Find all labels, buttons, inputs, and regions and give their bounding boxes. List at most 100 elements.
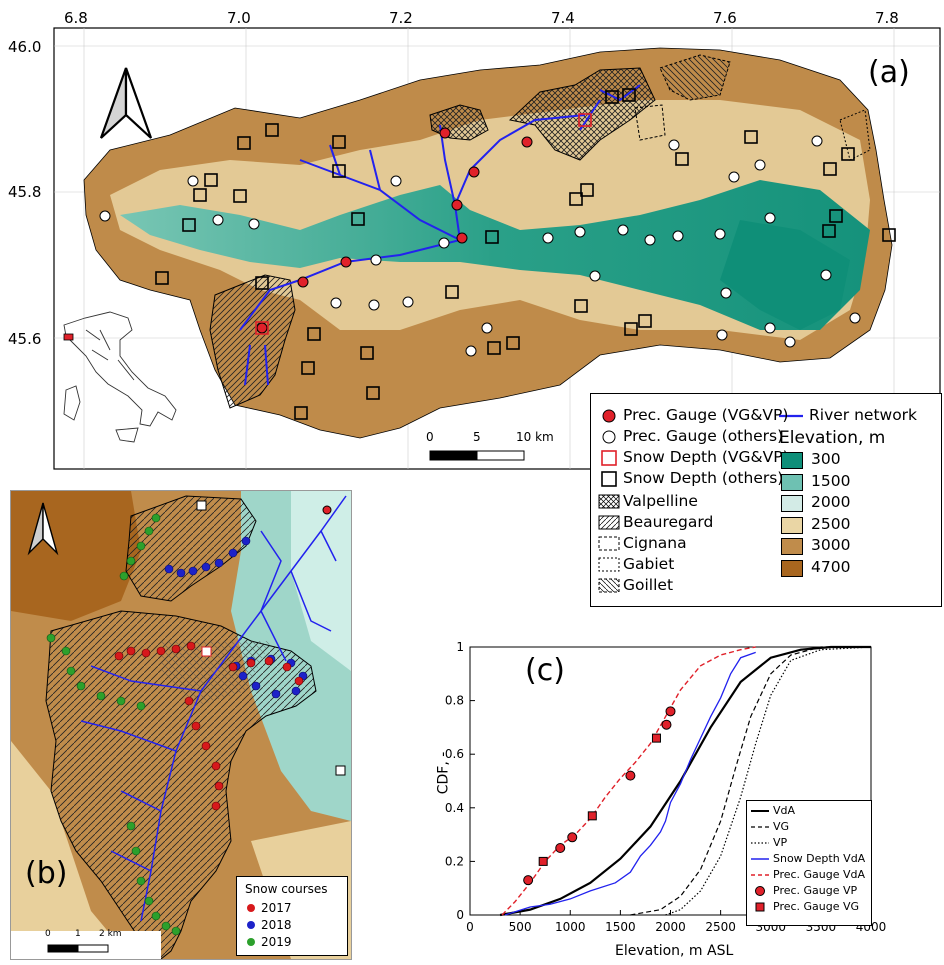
elevation-swatch xyxy=(781,559,803,577)
legend-a-item: Cignana xyxy=(623,534,687,552)
point-prec-gauge-vp xyxy=(665,706,676,717)
snow-courses-title: Snow courses xyxy=(245,882,328,896)
y-tick-label: 0.6 xyxy=(445,747,464,761)
scalebar-b-label-0: 0 xyxy=(45,929,51,939)
legend-river-label: River network xyxy=(809,406,918,424)
panel-a: 6.8 7.0 7.2 7.4 7.6 7.8 46.0 45.8 45.6 xyxy=(0,0,944,475)
legend-a-item: Valpelline xyxy=(623,492,698,510)
cdf-legend-item: Prec. Gauge VdA xyxy=(773,868,866,881)
elevation-swatch xyxy=(781,473,803,491)
scalebar-label-5: 5 xyxy=(473,430,481,444)
elevation-label: 300 xyxy=(811,450,841,468)
cdf-legend-item: Snow Depth VdA xyxy=(773,852,866,865)
snow-depth-vgvp xyxy=(255,113,592,335)
cignana-catchment xyxy=(634,104,666,141)
point-prec-gauge-vg xyxy=(538,856,548,866)
x-tick-label: 1000 xyxy=(555,920,586,934)
lon-tick-label: 7.4 xyxy=(551,9,575,27)
snow-course-dot xyxy=(247,938,255,946)
elevation-label: 3000 xyxy=(811,536,851,554)
scalebar-b xyxy=(47,944,109,953)
series-vg xyxy=(630,646,871,916)
x-axis-label: Elevation, m ASL xyxy=(615,943,734,959)
lat-tick-label: 46.0 xyxy=(8,38,42,56)
gabiet-catchment xyxy=(839,109,871,161)
scalebar-b-label-2: 2 km xyxy=(99,929,122,939)
main-catchment xyxy=(45,610,317,959)
point-prec-gauge-vp xyxy=(523,875,534,886)
inset-region-marker xyxy=(63,333,74,341)
elevation-swatch xyxy=(781,538,803,555)
lat-tick-label: 45.6 xyxy=(8,330,42,348)
snow-course-year: 2018 xyxy=(261,918,292,932)
legend-a-item: Gabiet xyxy=(623,555,675,573)
upper-catchment xyxy=(125,495,257,602)
map-a-svg xyxy=(53,27,941,470)
y-tick-label: 0.8 xyxy=(445,694,464,708)
elevation-label: 2000 xyxy=(811,493,851,511)
y-tick-label: 0.4 xyxy=(445,801,464,815)
legend-a-item: Snow Depth (others) xyxy=(623,469,784,487)
series-snow-depth-vda xyxy=(504,651,756,916)
lon-tick-label: 7.8 xyxy=(875,9,899,27)
elevation-label: 1500 xyxy=(811,471,851,490)
snow-course-dot xyxy=(247,904,255,912)
x-tick-label: 500 xyxy=(509,920,532,934)
north-arrow-a xyxy=(99,67,153,139)
legend-a: Prec. Gauge (VG&VP) Prec. Gauge (others)… xyxy=(590,393,942,607)
snow-depth-marker xyxy=(201,646,212,657)
elevation-swatch xyxy=(781,516,803,534)
goillet-catchment xyxy=(659,54,731,101)
italy-inset xyxy=(63,311,177,443)
legend-a-item: Prec. Gauge (VG&VP) xyxy=(623,406,789,424)
cdf-legend-item: VdA xyxy=(773,804,796,817)
x-tick-label: 2500 xyxy=(705,920,736,934)
map-a-frame xyxy=(53,27,941,470)
scalebar-label-10: 10 km xyxy=(516,430,554,444)
scalebar-label-0: 0 xyxy=(426,430,434,444)
point-prec-gauge-vp xyxy=(567,832,578,843)
y-tick-label: 0.2 xyxy=(445,854,464,868)
north-arrow-b xyxy=(27,502,59,556)
cdf-legend-item: VP xyxy=(773,836,788,849)
y-tick-label: 0 xyxy=(456,908,464,922)
prec-gauge-marker xyxy=(322,505,332,515)
point-prec-gauge-vp xyxy=(555,843,566,853)
cdf-legend: VdA VG VP Snow Depth VdA Prec. Gauge VdA… xyxy=(746,800,872,926)
point-prec-gauge-vg xyxy=(587,811,597,821)
main-valley xyxy=(120,180,870,330)
series-vp xyxy=(665,646,872,916)
cdf-legend-symbols xyxy=(751,810,769,912)
lon-tick-label: 7.0 xyxy=(227,9,251,27)
snow-depth-others xyxy=(155,88,896,420)
elevation-label: 4700 xyxy=(811,557,851,576)
legend-a-item: Prec. Gauge (others) xyxy=(623,427,784,445)
snow-depth-marker xyxy=(335,765,346,776)
elevation-swatch xyxy=(781,495,803,512)
panel-c-letter: (c) xyxy=(525,653,565,688)
cdf-legend-item: VG xyxy=(773,820,790,833)
scalebar-b-label-1: 1 xyxy=(75,929,81,939)
x-tick-label: 2000 xyxy=(655,920,686,934)
snow-course-2017 xyxy=(114,641,304,811)
scalebar-a xyxy=(429,450,525,461)
prec-gauges-vgvp xyxy=(256,127,533,334)
snow-course-2019 xyxy=(46,513,181,936)
series-vda xyxy=(499,645,871,917)
panel-b: (b) Snow courses 2017 2018 2019 0 1 2 km xyxy=(10,490,352,960)
y-tick-label: 1 xyxy=(456,640,464,654)
lon-tick-label: 7.6 xyxy=(713,9,737,27)
snow-depth-marker xyxy=(196,500,207,511)
x-tick-label: 0 xyxy=(466,920,474,934)
snow-course-dot xyxy=(247,921,255,929)
snow-courses-legend: Snow courses 2017 2018 2019 xyxy=(236,876,348,956)
legend-a-symbols xyxy=(598,409,803,593)
panel-b-letter: (b) xyxy=(25,856,68,891)
point-prec-gauge-vg xyxy=(651,733,661,743)
elevation-swatch xyxy=(781,452,803,469)
x-tick-label: 1500 xyxy=(605,920,636,934)
legend-a-item: Goillet xyxy=(623,576,674,594)
point-prec-gauge-vp xyxy=(625,770,636,781)
river-network-b xyxy=(80,495,347,922)
snow-course-year: 2017 xyxy=(261,901,292,915)
